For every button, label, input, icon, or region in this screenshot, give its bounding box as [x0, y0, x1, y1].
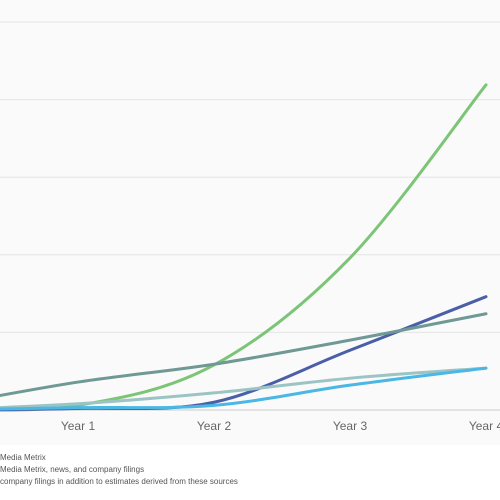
series-line: [0, 366, 488, 410]
source-note: company filings in addition to estimates…: [0, 477, 238, 486]
x-tick-label: Year 2: [197, 419, 232, 433]
source-note: Media Metrix: [0, 453, 46, 462]
x-tick-label: Year 4: [469, 419, 500, 433]
x-tick-label: Year 1: [61, 419, 96, 433]
series-line: [0, 366, 488, 411]
x-tick-label: Year 3: [333, 419, 368, 433]
source-note: Media Metrix, news, and company filings: [0, 465, 144, 474]
series-line: [0, 312, 488, 398]
plot-background: [0, 0, 500, 445]
